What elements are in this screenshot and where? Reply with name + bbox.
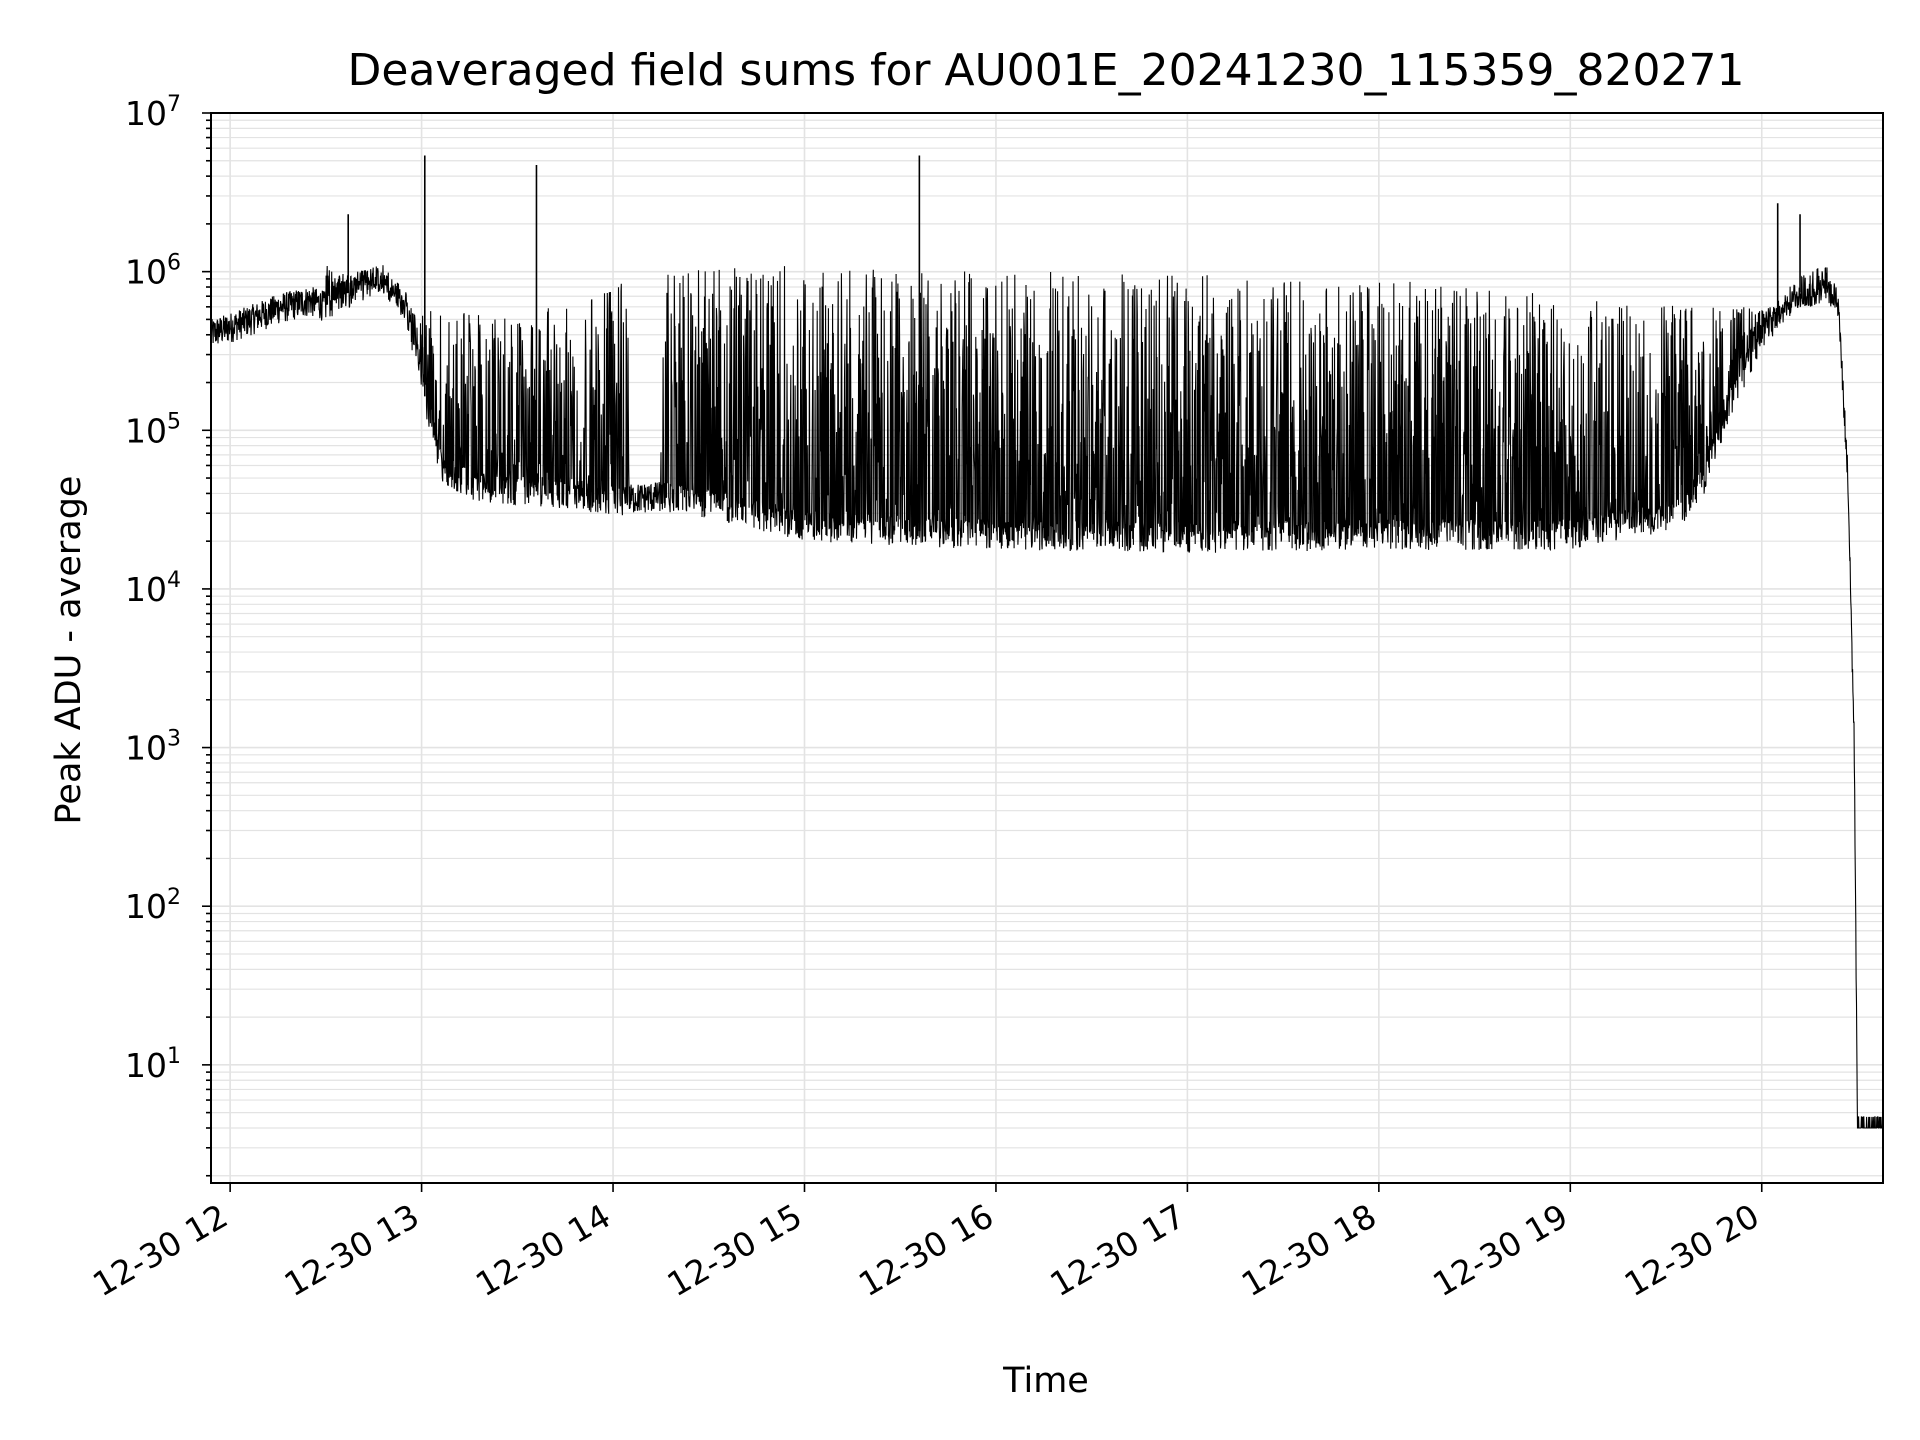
x-tick-label: 12-30 20 [1618,1196,1766,1304]
series-path [210,265,1884,1129]
y-tick-label: 105 [125,409,181,450]
series-line [210,155,1884,1129]
y-axis-label: Peak ADU - average [49,476,89,825]
x-tick-label: 12-30 15 [660,1196,808,1304]
x-axis-label: Time [1002,1361,1089,1401]
plot-frame [210,112,1884,1184]
x-tick-label: 12-30 14 [469,1196,617,1304]
y-tick-label: 103 [125,727,181,768]
y-tick-label: 107 [125,92,181,133]
x-tick-label: 12-30 19 [1426,1196,1574,1304]
y-tick-label: 102 [125,885,181,926]
x-tick-label: 12-30 18 [1235,1196,1383,1304]
x-tick-label: 12-30 17 [1043,1196,1191,1304]
y-tick-label: 101 [125,1044,181,1085]
y-tick-label: 104 [125,568,181,609]
grid [211,112,1883,1183]
x-tick-label: 12-30 13 [278,1196,426,1304]
chart-title: Deaveraged field sums for AU001E_2024123… [348,45,1745,96]
x-tick-label: 12-30 16 [852,1196,1000,1304]
y-tick-label: 106 [125,251,181,292]
ticks: 12-30 12 12-30 13 12-30 14 12-30 15 12-30 16… [86,92,1766,1304]
axes [210,112,1884,1184]
x-tick-label: 12-30 12 [86,1196,234,1304]
